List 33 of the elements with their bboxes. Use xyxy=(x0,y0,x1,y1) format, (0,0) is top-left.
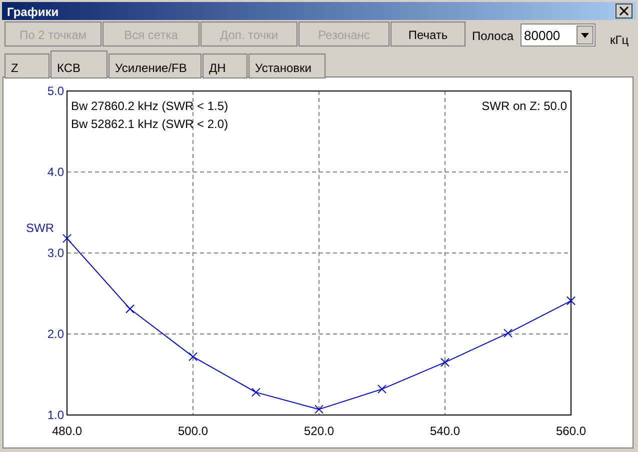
annotation: SWR on Z: 50.0 xyxy=(482,99,568,113)
text: КСВ xyxy=(57,61,81,75)
text: кГц xyxy=(610,33,629,47)
y-tick-label: 3.0 xyxy=(47,246,64,260)
y-tick-label: 5.0 xyxy=(47,84,64,98)
text: Печать xyxy=(408,28,448,42)
chart-title: Графики xyxy=(7,5,59,19)
point xyxy=(314,404,324,414)
point xyxy=(126,304,134,314)
x-tick-label: 500.0 xyxy=(178,424,208,438)
annotation: Bw 27860.2 kHz (SWR < 1.5) xyxy=(71,99,228,113)
point xyxy=(188,352,198,362)
point xyxy=(378,384,386,394)
x-tick-label: 540.0 xyxy=(430,424,460,438)
point xyxy=(252,388,260,397)
annotation: Bw 52862.1 kHz (SWR < 2.0) xyxy=(71,117,228,131)
x-tick-label: 520.0 xyxy=(304,424,334,438)
text: ДН xyxy=(209,61,226,75)
text: Установки xyxy=(255,61,312,75)
text: Полоса xyxy=(472,29,514,43)
point xyxy=(566,296,576,306)
y-tick-label: 4.0 xyxy=(47,165,64,179)
point xyxy=(440,358,450,367)
x-tick-label: 480.0 xyxy=(52,424,82,438)
y-axis-title: SWR xyxy=(26,221,54,235)
y-tick-label: 1.0 xyxy=(47,408,64,422)
y-tick-label: 2.0 xyxy=(47,327,64,341)
x-tick-label: 560.0 xyxy=(556,424,586,438)
point xyxy=(62,234,72,243)
text: Z xyxy=(11,61,18,75)
point xyxy=(504,328,512,338)
text: 80000 xyxy=(524,28,560,43)
text: Усиление/FB xyxy=(115,61,187,75)
